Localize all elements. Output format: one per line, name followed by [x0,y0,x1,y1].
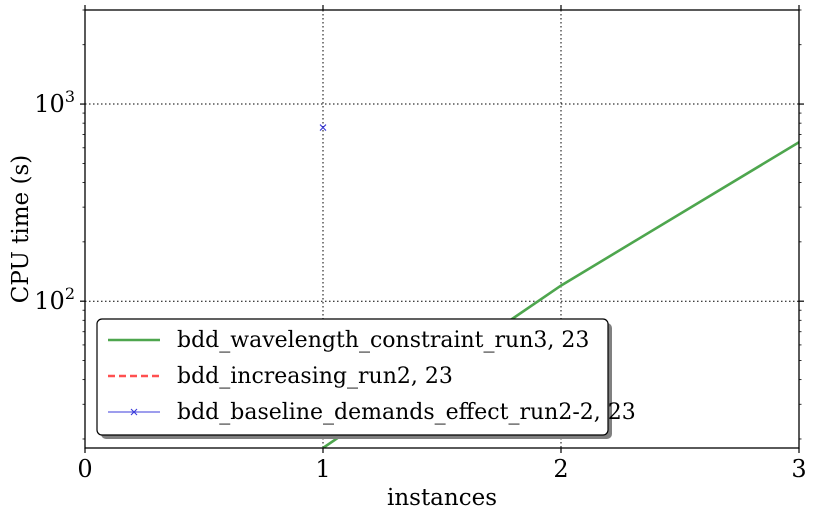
x-tick-label: 1 [315,455,330,483]
y-axis-label: CPU time (s) [8,155,34,303]
series-point-2 [319,124,327,131]
axis-ticks: 0 1 2 3 102 103 [34,5,807,483]
y-tick-label: 103 [34,87,75,118]
x-axis-label: instances [387,485,497,511]
legend-marker-2 [130,408,138,416]
legend-label-1: bdd_increasing_run2, 23 [177,364,453,389]
x-tick-label: 3 [791,455,806,483]
legend-box [96,318,609,436]
x-tick-label: 2 [553,455,568,483]
legend-label-0: bdd_wavelength_constraint_run3, 23 [177,328,589,353]
x-tick-label: 0 [77,455,92,483]
y-tick-label: 102 [34,284,75,315]
plot-frame [84,9,800,449]
legend: bdd_wavelength_constraint_run3, 23 bdd_in… [96,318,636,439]
legend-label-2: bdd_baseline_demands_effect_run2-2, 23 [177,400,636,425]
